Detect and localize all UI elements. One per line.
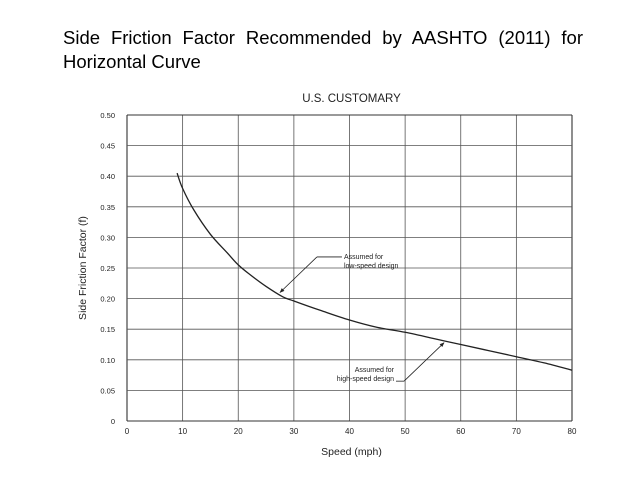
annotation-arrow bbox=[403, 342, 445, 382]
annotation-label: Assumed for low-speed design bbox=[344, 254, 399, 270]
y-axis-label: Side Friction Factor (f) bbox=[77, 216, 89, 320]
x-tick-label: 30 bbox=[289, 427, 298, 436]
chart-grid bbox=[126, 114, 573, 422]
y-tick-label: 0.15 bbox=[100, 325, 115, 334]
y-tick-label: 0.05 bbox=[100, 386, 115, 395]
x-axis-ticks: 0 10 20 30 40 50 60 70 80 bbox=[125, 427, 577, 436]
slide-title: Side Friction Factor Recommended by AASH… bbox=[63, 27, 583, 72]
series-line bbox=[176, 172, 573, 371]
chart-title: U.S. CUSTOMARY bbox=[302, 93, 401, 105]
x-tick-label: 70 bbox=[512, 427, 521, 436]
y-tick-label: 0.25 bbox=[100, 264, 115, 273]
x-tick-label: 10 bbox=[178, 427, 187, 436]
x-tick-label: 0 bbox=[125, 427, 130, 436]
chart-annotations: Assumed for low-speed design Assumed for hi… bbox=[279, 254, 445, 383]
y-tick-label: 0 bbox=[111, 417, 115, 426]
x-tick-label: 20 bbox=[234, 427, 243, 436]
y-tick-label: 0.50 bbox=[100, 111, 115, 120]
y-tick-label: 0.35 bbox=[100, 203, 115, 212]
y-tick-label: 0.10 bbox=[100, 356, 115, 365]
y-tick-label: 0.20 bbox=[100, 295, 115, 304]
annotation-label: Assumed for high-speed design bbox=[337, 367, 395, 383]
chart-series bbox=[176, 172, 573, 371]
y-tick-label: 0.45 bbox=[100, 142, 115, 151]
y-tick-label: 0.40 bbox=[100, 172, 115, 181]
x-tick-label: 80 bbox=[568, 427, 577, 436]
x-tick-label: 40 bbox=[345, 427, 354, 436]
annotation-arrow bbox=[279, 256, 318, 293]
y-tick-label: 0.30 bbox=[100, 233, 115, 242]
y-axis-ticks: 0 0.05 0.10 0.15 0.20 0.25 0.30 0.35 0.40 0.45 0.5… bbox=[100, 111, 115, 426]
x-axis-label: Speed (mph) bbox=[321, 446, 382, 458]
x-tick-label: 50 bbox=[401, 427, 410, 436]
x-tick-label: 60 bbox=[456, 427, 465, 436]
